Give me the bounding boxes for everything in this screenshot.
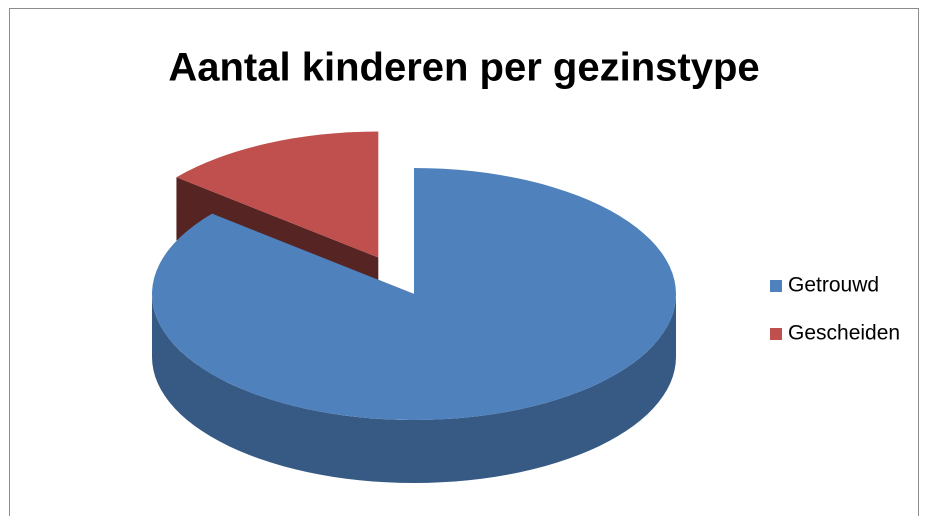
legend-label: Getrouwd [788, 274, 879, 297]
legend-label: Gescheiden [788, 322, 900, 345]
slice [151, 168, 676, 420]
legend-swatch [770, 280, 782, 292]
slice-side [152, 294, 676, 483]
chart-title: Aantal kinderen per gezinstype [168, 46, 759, 90]
legend-swatch [770, 328, 782, 340]
slice [176, 131, 379, 258]
